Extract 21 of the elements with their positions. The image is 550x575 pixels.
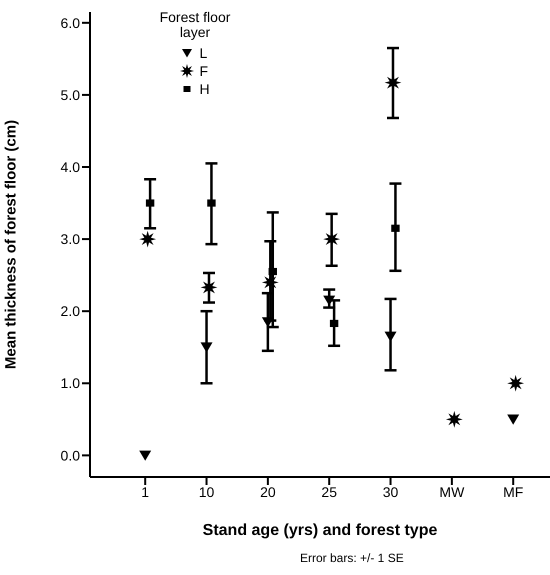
legend-label: H: [200, 81, 211, 97]
x-tick-label: 20: [260, 484, 276, 500]
x-tick-label: 30: [382, 484, 399, 500]
legend-label: L: [200, 45, 208, 61]
x-tick-label: 25: [321, 484, 338, 500]
legend-label: F: [200, 63, 210, 79]
y-axis-title: Mean thickness of forest floor (cm): [2, 120, 20, 370]
text: Error bars: +/- 1 SE: [300, 551, 404, 565]
y-tick-label: 1.0: [60, 375, 80, 392]
y-tick-label: 0.0: [60, 447, 80, 464]
x-tick-label: MF: [503, 484, 524, 500]
y-tick-label: 3.0: [60, 231, 80, 248]
x-axis-title: Stand age (yrs) and forest type: [202, 522, 438, 539]
x-tick-label: 10: [198, 484, 215, 500]
y-tick-label: 2.0: [60, 303, 80, 320]
y-tick-label: 5.0: [60, 86, 80, 103]
x-tick-label: MW: [439, 484, 466, 500]
y-tick-label: 4.0: [60, 158, 80, 175]
x-tick-label: 1: [141, 484, 150, 500]
y-tick-label: 6.0: [60, 14, 80, 31]
legend-title: Forest floor layer: [158, 9, 232, 40]
